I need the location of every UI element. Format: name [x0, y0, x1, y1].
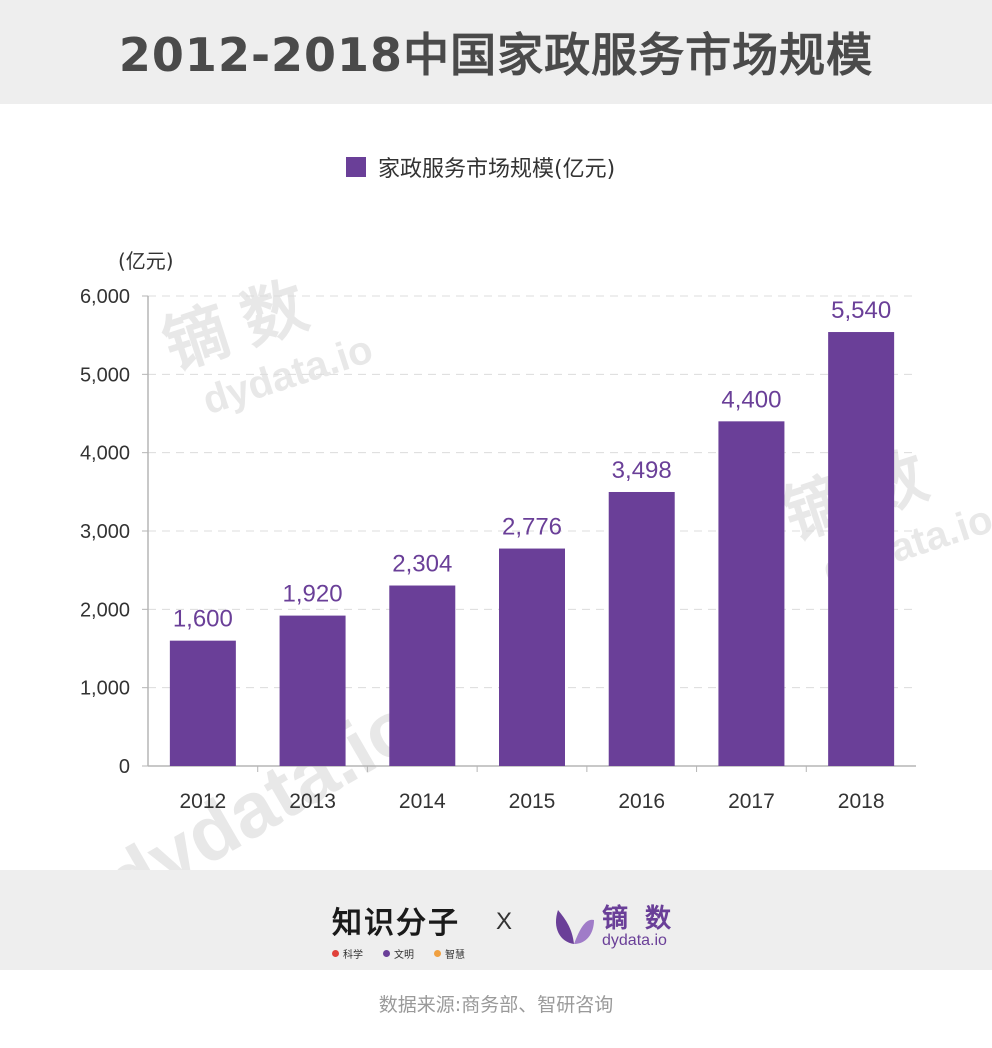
source-note: 数据来源:商务部、智研咨询 [378, 994, 614, 1016]
bar-value-label: 4,400 [721, 386, 781, 413]
bar-chart: 0 1,000 2,000 3,000 4,000 5,000 6,000 (亿元) 1,600… [80, 249, 916, 813]
zhishi-tags: 科学 文明 智慧 [332, 946, 485, 961]
bar [169, 640, 236, 766]
dydata-logo-en: dydata.io [602, 932, 667, 949]
tag-dot [434, 950, 441, 957]
header-bar: 2012-2018中国家政服务市场规模 [0, 0, 992, 104]
bar [279, 615, 346, 766]
x-tick-label: 2015 [509, 790, 556, 813]
x-tick-label: 2016 [618, 790, 665, 813]
bar-value-label: 1,920 [283, 581, 343, 608]
y-tick-label: 6,000 [80, 286, 130, 308]
bar [389, 585, 456, 766]
bar-value-label: 1,600 [173, 606, 233, 633]
tag-dot [383, 950, 390, 957]
bar-value-label: 3,498 [612, 457, 672, 484]
tag-item: 智慧 [434, 946, 465, 961]
x-tick-label: 2017 [728, 790, 775, 813]
bar [718, 421, 785, 766]
butterfly-icon [555, 910, 594, 944]
footer-logos: 知识分子 科学 文明 智慧 X 镝 数 dydata.io [0, 870, 992, 970]
y-tick-label: 2,000 [80, 599, 130, 621]
y-tick-label: 3,000 [80, 521, 130, 543]
legend-label: 家政服务市场规模(亿元) [378, 157, 616, 182]
bar-value-label: 5,540 [831, 297, 891, 324]
chart-legend: 家政服务市场规模(亿元) [346, 150, 615, 184]
y-tick-label: 1,000 [80, 678, 130, 700]
zhishi-logo-text: 知识分子 [332, 906, 460, 941]
y-tick-label: 5,000 [80, 364, 130, 386]
x-tick-label: 2012 [179, 790, 226, 813]
y-axis-label: (亿元) [118, 249, 174, 273]
bar [828, 332, 895, 766]
tag-item: 科学 [332, 946, 363, 961]
tag-dot [332, 950, 339, 957]
legend-swatch [346, 157, 366, 177]
logo-separator: X [496, 908, 513, 935]
chart-title: 2012-2018中国家政服务市场规模 [118, 28, 874, 82]
bar-value-label: 2,776 [502, 514, 562, 541]
x-tick-label: 2013 [289, 790, 336, 813]
dydata-logo-cn: 镝 数 [602, 904, 676, 934]
zhishi-logo: 知识分子 科学 文明 智慧 [332, 898, 485, 961]
y-tick-label: 0 [119, 756, 130, 778]
y-tick-label: 4,000 [80, 443, 130, 465]
x-tick-label: 2014 [399, 790, 446, 813]
bar-value-label: 2,304 [392, 551, 452, 578]
tag-item: 文明 [383, 946, 414, 961]
x-tick-label: 2018 [838, 790, 885, 813]
bar [608, 491, 675, 766]
bar [499, 548, 565, 766]
